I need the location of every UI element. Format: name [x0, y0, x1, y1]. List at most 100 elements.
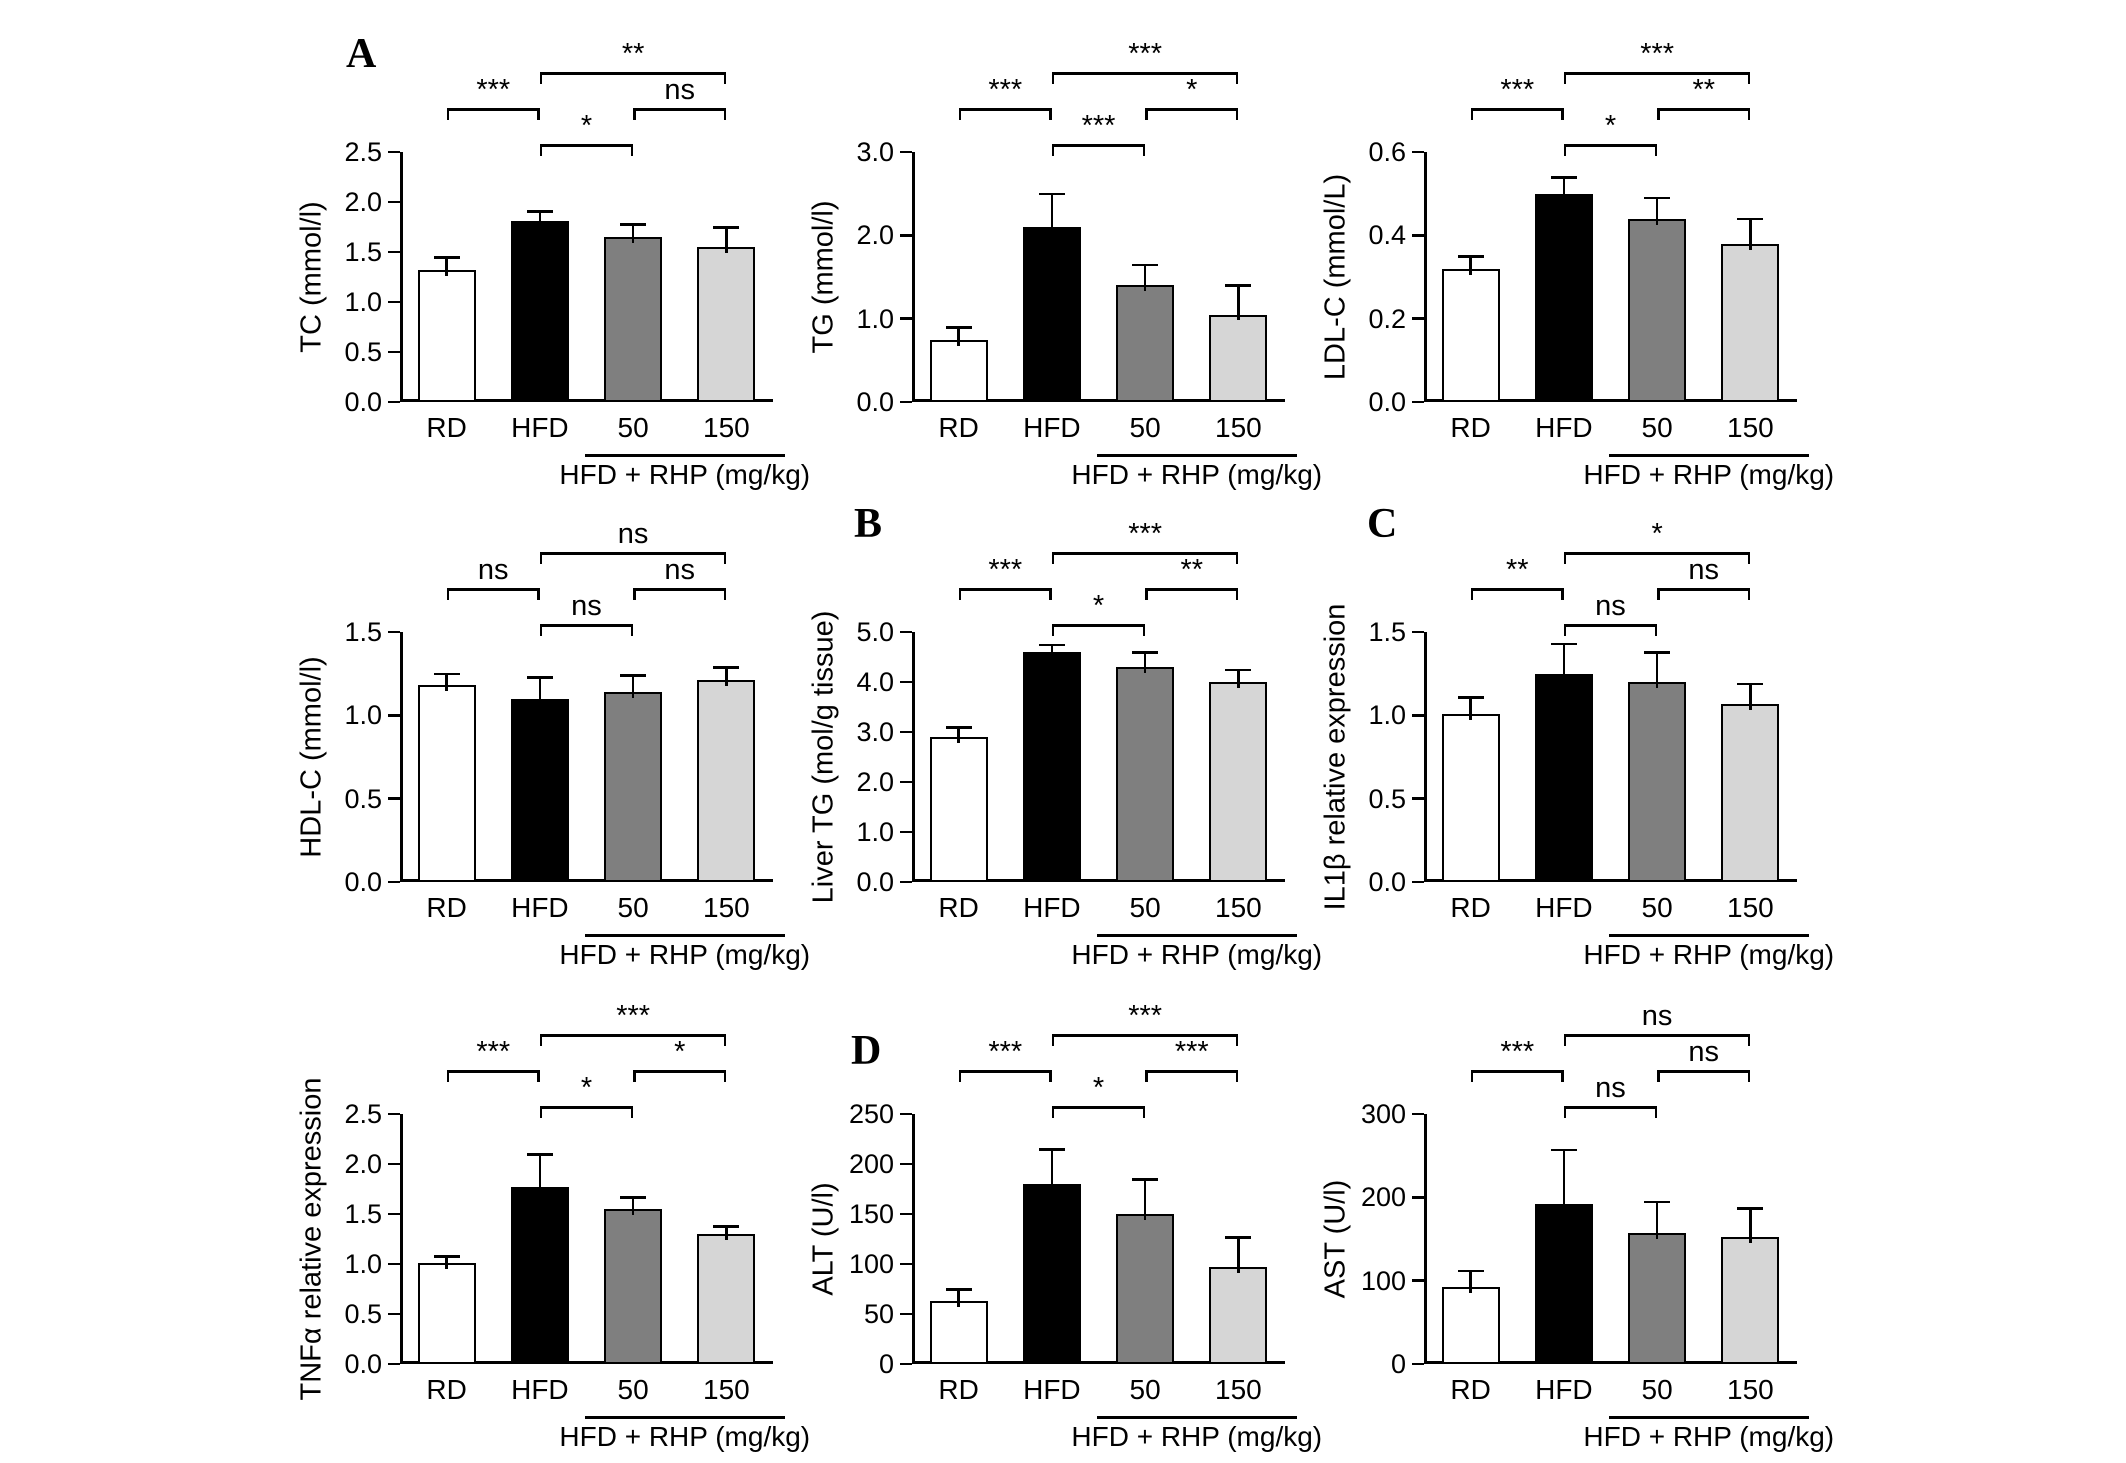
significance-bracket: [1051, 552, 1239, 555]
chart-tnfa: TNFα relative expression 0.0 0.5 1.0 1.5 2.0 2…: [270, 974, 815, 1461]
bracket-end-right: [1654, 1106, 1658, 1118]
bracket-end-right: [1235, 1034, 1239, 1046]
bracket-end-left: [1051, 72, 1055, 84]
bar-rd: [929, 339, 988, 402]
significance-bracket: [1470, 1070, 1564, 1073]
error-bar: [631, 675, 635, 698]
x-category-label: 50: [1641, 892, 1673, 923]
bracket-end-left: [446, 1070, 450, 1082]
y-axis-label: LDL-C (mmol/L): [1319, 173, 1352, 381]
bar-rd: [1441, 713, 1500, 882]
error-bar-cap: [526, 1153, 553, 1156]
bracket-end-right: [1654, 144, 1658, 156]
y-tick-label: 1.0: [856, 817, 894, 847]
bracket-end-left: [1470, 108, 1474, 120]
bracket-end-left: [1563, 1106, 1567, 1118]
bracket-end-left: [1563, 144, 1567, 156]
bracket-end-right: [1049, 1070, 1052, 1082]
significance-bracket: [446, 1070, 540, 1073]
y-tick-mark: [388, 150, 400, 154]
y-tick-label: 1.5: [344, 1199, 382, 1229]
error-bar-cap: [945, 326, 972, 329]
bracket-end-left: [958, 1070, 962, 1082]
y-tick-mark: [900, 400, 912, 404]
error-bar-cap: [1132, 1178, 1159, 1181]
bracket-end-left: [633, 588, 636, 600]
bracket-end-left: [539, 624, 543, 636]
error-bar: [1237, 1237, 1240, 1273]
bar-150: [697, 680, 756, 882]
y-tick-mark: [900, 830, 912, 834]
plot-axes: [912, 152, 1285, 402]
bracket-end-left: [539, 552, 543, 564]
significance-label: **: [1180, 554, 1204, 586]
significance-bracket: [1563, 1034, 1751, 1037]
y-tick-mark: [388, 1112, 400, 1116]
bracket-end-right: [537, 588, 540, 600]
significance-bracket: [1051, 1106, 1146, 1109]
error-bar-cap: [1038, 192, 1065, 196]
error-bar: [538, 211, 542, 227]
x-category-label: 150: [703, 892, 750, 923]
y-tick-label: 250: [848, 1099, 894, 1129]
y-tick-label: 1.0: [344, 700, 382, 731]
y-tick-label: 0.5: [344, 783, 382, 814]
error-bar: [725, 227, 728, 253]
error-bar-cap: [1550, 176, 1577, 179]
error-bar-cap: [1457, 1269, 1484, 1273]
error-bar-cap: [1550, 1148, 1577, 1152]
bracket-end-left: [1563, 552, 1567, 564]
treatment-group-line: [1096, 1416, 1297, 1419]
bar-150: [697, 247, 756, 402]
significance-label: ***: [1128, 518, 1163, 550]
bar-50: [1628, 1233, 1687, 1364]
bar-50: [604, 1209, 663, 1364]
plot-axes: [912, 1114, 1285, 1364]
y-tick-mark: [900, 680, 912, 684]
bar-150: [1209, 1267, 1268, 1364]
significance-bracket: [539, 144, 634, 147]
y-tick-label: 2.5: [344, 1099, 382, 1129]
bracket-end-left: [446, 588, 450, 600]
error-bar: [445, 1256, 448, 1269]
significance-label: *: [1604, 110, 1617, 142]
significance-label: ***: [476, 1036, 511, 1068]
y-tick-label: 1.0: [344, 287, 382, 317]
significance-label: ***: [1128, 1000, 1163, 1032]
error-bar-cap: [1644, 1200, 1671, 1203]
bracket-end-right: [1561, 588, 1564, 600]
y-tick-mark: [388, 1162, 400, 1166]
y-tick-label: 1.5: [344, 237, 382, 267]
bar-150: [1721, 243, 1780, 402]
y-axis-label: HDL-C (mmol/l): [295, 656, 328, 858]
significance-bracket: [539, 1106, 634, 1109]
y-tick-mark: [1412, 797, 1424, 800]
y-tick-mark: [1412, 150, 1424, 154]
significance-label: ***: [1500, 1036, 1535, 1068]
error-bar: [1469, 697, 1472, 720]
treatment-group-line: [1096, 454, 1297, 457]
bar-50: [1116, 1214, 1175, 1364]
chart-il1b: IL1β relative expression 0.0 0.5 1.0 1.5 RD HF…: [1294, 492, 1839, 979]
y-axis-label: Liver TG (mol/g tissue): [807, 610, 840, 904]
bar-150: [1209, 314, 1268, 402]
x-category-label: 150: [1727, 1374, 1774, 1405]
bracket-end-right: [1235, 552, 1239, 564]
bracket-end-left: [958, 588, 962, 600]
bracket-end-right: [1747, 552, 1751, 564]
significance-label: ***: [988, 554, 1023, 586]
y-tick-label: 100: [1360, 1265, 1406, 1296]
significance-bracket: [1563, 1106, 1658, 1109]
bracket-end-left: [539, 144, 543, 156]
x-category-label: 150: [1215, 1374, 1262, 1405]
bar-50: [1628, 218, 1687, 402]
significance-label: ns: [1688, 1036, 1720, 1068]
y-tick-mark: [388, 1312, 400, 1316]
chart-hdl-c: HDL-C (mmol/l) 0.0 0.5 1.0 1.5 RD HFD 50 150 HFD …: [270, 492, 815, 979]
x-category-label: 50: [1129, 412, 1161, 443]
y-tick-label: 2.0: [856, 767, 894, 797]
x-category-label: HFD: [1023, 892, 1081, 923]
error-bar: [631, 224, 635, 243]
bar-hfd: [1534, 193, 1593, 402]
x-category-label: RD: [1450, 892, 1491, 923]
